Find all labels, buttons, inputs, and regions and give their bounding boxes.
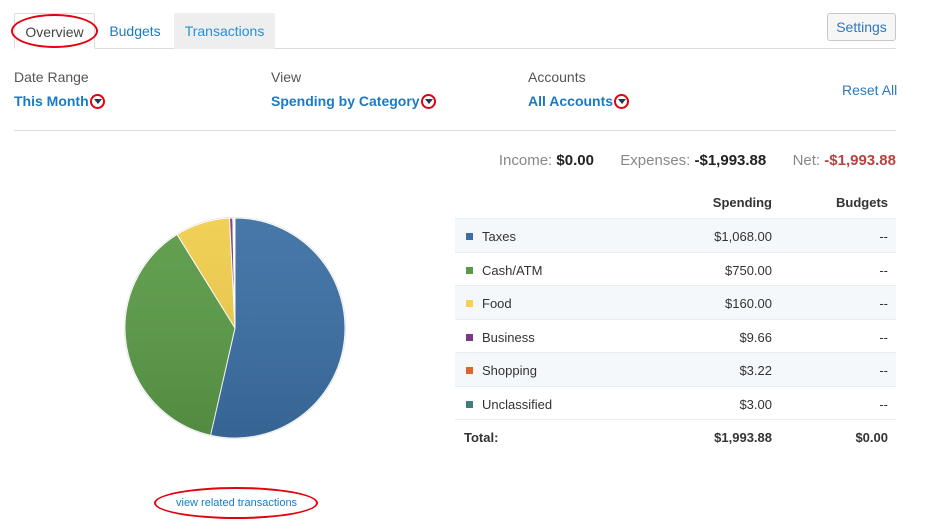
table-row[interactable]: Business $9.66 --: [455, 320, 896, 353]
budget-amount: --: [879, 296, 888, 311]
date-range-label: Date Range: [14, 69, 89, 85]
date-range-value: This Month: [14, 93, 89, 109]
budgets-column-header: Budgets: [836, 195, 888, 210]
shopping-color-swatch-icon: [466, 367, 473, 374]
tab-budgets[interactable]: Budgets: [109, 23, 161, 39]
income-label: Income:: [498, 152, 553, 169]
budget-amount: --: [879, 229, 888, 244]
spending-pie-chart[interactable]: [122, 215, 348, 441]
table-row[interactable]: Taxes $1,068.00 --: [455, 219, 896, 253]
table-row[interactable]: Food $160.00 --: [455, 286, 896, 320]
cash-atm-color-swatch-icon: [466, 266, 473, 274]
category-name: Food: [482, 296, 512, 311]
accounts-filter: Accounts All Accounts: [528, 69, 630, 109]
reset-all-link[interactable]: Reset All: [842, 82, 898, 98]
settings-button[interactable]: Settings: [827, 13, 896, 41]
budget-amount: --: [879, 262, 888, 278]
spending-amount: $750.00: [725, 262, 772, 278]
spending-table: Spending Budgets Taxes $1,068.00 -- Cash…: [455, 186, 896, 454]
tab-overview[interactable]: Overview: [14, 13, 95, 49]
table-row[interactable]: Cash/ATM $750.00 --: [455, 253, 896, 286]
net-label: Net:: [792, 152, 821, 169]
view-value: Spending by Category: [271, 93, 420, 109]
chevron-down-icon[interactable]: [420, 93, 436, 109]
business-color-swatch-icon: [466, 333, 473, 341]
view-filter: View Spending by Category: [271, 69, 436, 109]
category-name: Shopping: [482, 363, 537, 378]
table-total-row: Total: $1,993.88 $0.00: [455, 420, 896, 454]
total-spending: $1,993.88: [714, 430, 772, 445]
food-color-swatch-icon: [466, 300, 473, 307]
spending-amount: $160.00: [725, 296, 772, 311]
accounts-label: Accounts: [528, 69, 586, 85]
tab-transactions[interactable]: Transactions: [174, 13, 275, 49]
category-name: Unclassified: [482, 396, 553, 412]
spending-amount: $3.00: [739, 396, 772, 412]
total-label: Total:: [464, 430, 499, 445]
view-label: View: [271, 69, 302, 85]
view-dropdown[interactable]: Spending by Category: [271, 93, 436, 109]
table-header: Spending Budgets: [455, 186, 896, 219]
accounts-dropdown[interactable]: All Accounts: [528, 93, 630, 109]
spending-amount: $3.22: [739, 363, 772, 378]
budget-amount: --: [879, 329, 888, 345]
category-name: Cash/ATM: [482, 262, 543, 278]
expenses-value: -$1,993.88: [694, 152, 767, 169]
net-value: -$1,993.88: [824, 152, 896, 169]
table-row[interactable]: Unclassified $3.00 --: [455, 387, 896, 420]
expenses-label: Expenses:: [620, 152, 691, 169]
taxes-color-swatch-icon: [466, 233, 473, 240]
spending-amount: $9.66: [739, 329, 772, 345]
spending-column-header: Spending: [712, 195, 772, 210]
unclassified-color-swatch-icon: [466, 400, 473, 408]
category-name: Business: [482, 329, 535, 345]
table-row[interactable]: Shopping $3.22 --: [455, 353, 896, 387]
total-budget: $0.00: [855, 430, 888, 445]
chevron-down-icon[interactable]: [89, 93, 105, 109]
spending-amount: $1,068.00: [714, 229, 772, 244]
divider: [14, 130, 896, 131]
tab-bar: Overview Budgets Transactions: [14, 13, 896, 49]
date-range-filter: Date Range This Month: [14, 69, 105, 109]
budget-amount: --: [879, 363, 888, 378]
accounts-value: All Accounts: [528, 93, 614, 109]
date-range-dropdown[interactable]: This Month: [14, 93, 105, 109]
summary-totals: Income: $0.00 Expenses: -$1,993.88 Net: …: [499, 152, 896, 169]
income-value: $0.00: [556, 152, 594, 169]
view-related-transactions-link[interactable]: view related transactions: [176, 497, 298, 509]
category-name: Taxes: [482, 229, 516, 244]
budget-amount: --: [879, 396, 888, 412]
chevron-down-icon[interactable]: [614, 93, 630, 109]
